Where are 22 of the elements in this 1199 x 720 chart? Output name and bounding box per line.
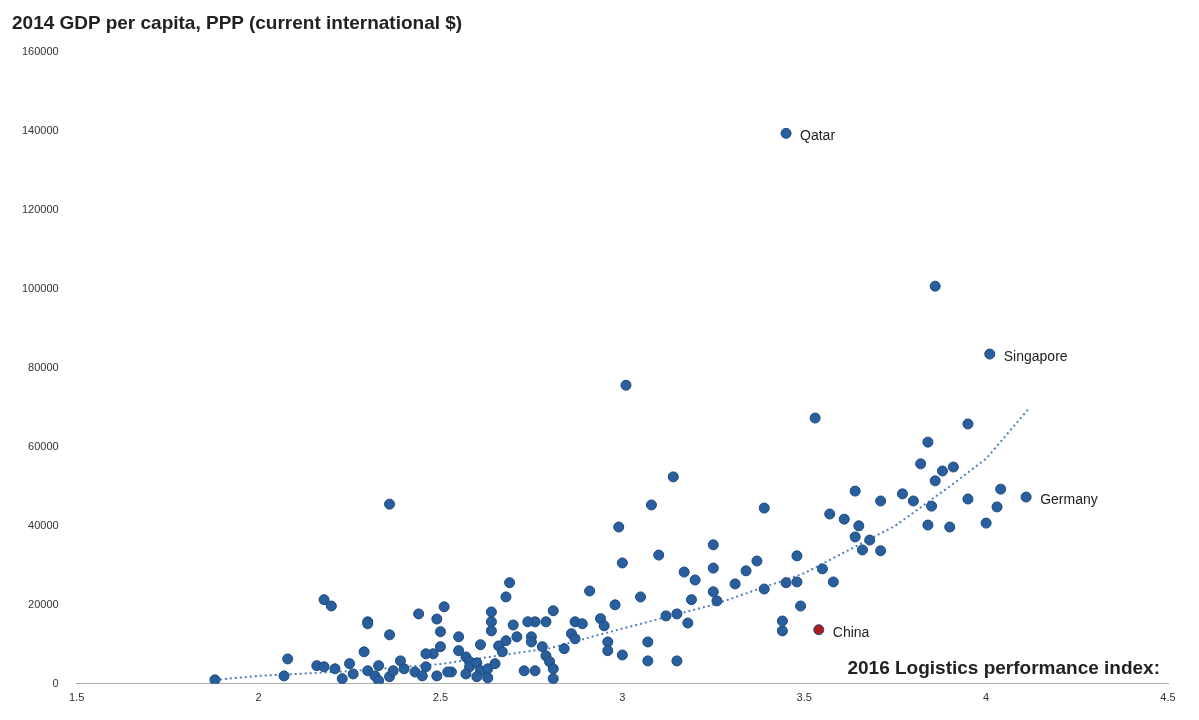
y-tick-label: 20000 bbox=[28, 597, 59, 610]
x-tick-label: 3.5 bbox=[796, 691, 812, 704]
y-tick-label: 40000 bbox=[28, 518, 59, 531]
x-axis-title: 2016 Logistics performance index: bbox=[847, 656, 1160, 678]
x-tick-label: 2.5 bbox=[432, 691, 449, 704]
y-tick-label: 80000 bbox=[28, 360, 59, 373]
y-tick-label: 100000 bbox=[21, 281, 59, 294]
x-tick-label: 4 bbox=[983, 691, 990, 704]
x-tick-label: 3 bbox=[619, 691, 626, 704]
y-tick-label: 160000 bbox=[21, 45, 59, 58]
x-tick-label: 4.5 bbox=[1160, 691, 1176, 704]
y-tick-label: 120000 bbox=[21, 202, 59, 215]
annotation: Germany bbox=[1040, 490, 1098, 507]
annotation: China bbox=[832, 623, 870, 640]
x-tick-label: 1.5 bbox=[69, 691, 85, 704]
x-tick-label: 2 bbox=[255, 691, 262, 704]
y-axis-title: 2014 GDP per capita, PPP (current international $) bbox=[12, 11, 463, 33]
y-tick-label: 140000 bbox=[21, 124, 59, 137]
annotation: Qatar bbox=[800, 127, 836, 144]
y-tick-label: 60000 bbox=[28, 439, 59, 452]
y-tick-label: 0 bbox=[52, 676, 59, 689]
annotation: Singapore bbox=[1003, 347, 1068, 364]
